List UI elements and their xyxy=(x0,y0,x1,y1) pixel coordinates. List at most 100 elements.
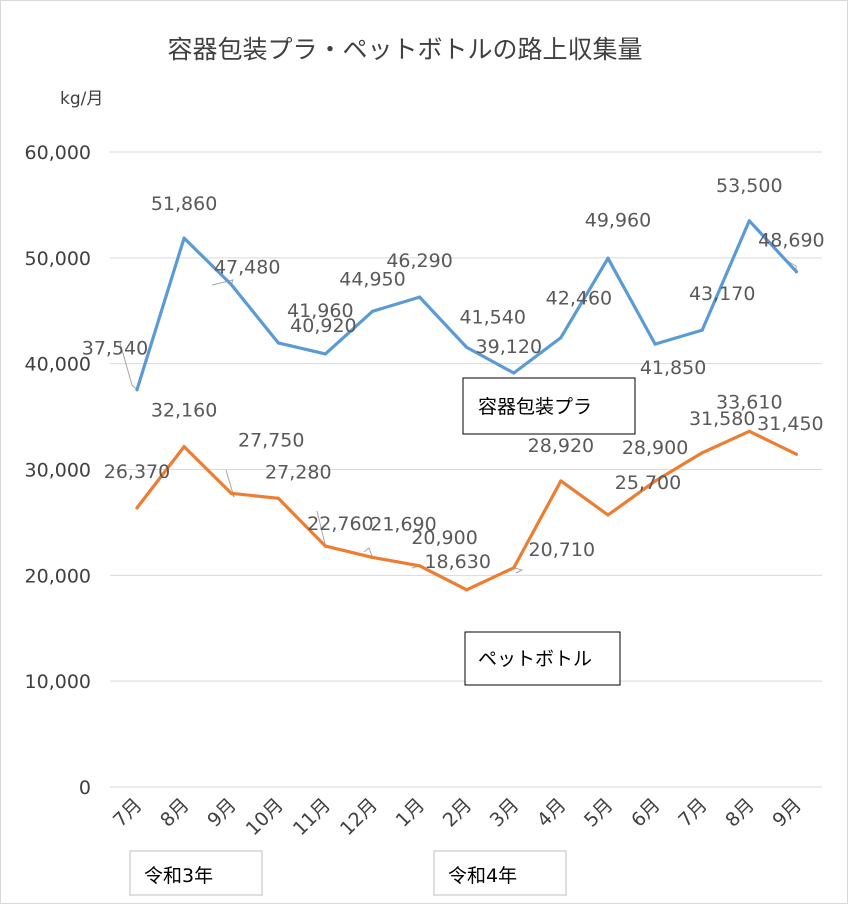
x-tick-label: 5月 xyxy=(580,794,618,832)
x-tick-label: 3月 xyxy=(486,794,524,832)
data-label: 40,920 xyxy=(290,315,356,337)
data-point xyxy=(135,506,139,510)
callout-box xyxy=(464,631,621,686)
data-label: 47,480 xyxy=(214,257,280,279)
data-point xyxy=(418,564,422,568)
data-label: 41,540 xyxy=(459,306,525,328)
x-tick-label: 12月 xyxy=(336,794,382,840)
era-box xyxy=(433,850,567,896)
data-point xyxy=(747,429,751,433)
data-label: 22,760 xyxy=(307,513,373,535)
x-tick-label: 9月 xyxy=(768,794,806,832)
callout-label-plastic: 容器包装プラ xyxy=(478,396,592,418)
x-tick-label: 1月 xyxy=(392,794,430,832)
label-leader xyxy=(119,342,138,391)
y-tick-label: 60,000 xyxy=(25,142,91,164)
y-tick-label: 30,000 xyxy=(25,460,91,482)
data-point xyxy=(182,236,186,240)
data-label: 31,580 xyxy=(689,408,755,430)
data-point xyxy=(370,309,375,313)
data-label: 32,160 xyxy=(151,400,217,422)
data-label: 53,500 xyxy=(716,175,782,197)
data-point xyxy=(606,513,610,517)
data-point xyxy=(512,566,516,570)
data-point xyxy=(606,256,610,260)
x-tick-label: 8月 xyxy=(721,794,759,832)
data-label: 27,750 xyxy=(238,429,304,451)
data-point xyxy=(418,295,422,299)
x-tick-label: 2月 xyxy=(439,794,477,832)
data-label: 25,700 xyxy=(615,472,681,494)
data-label: 43,170 xyxy=(689,283,755,305)
data-point xyxy=(794,270,799,274)
label-leader xyxy=(513,567,524,574)
data-label: 27,280 xyxy=(265,461,331,483)
data-label: 41,850 xyxy=(640,357,706,379)
series-callout-pet: ペットボトル xyxy=(464,631,621,686)
data-label: 20,900 xyxy=(411,527,477,549)
y-tick-label: 20,000 xyxy=(25,565,91,587)
data-point xyxy=(700,328,704,332)
y-tick-label: 0 xyxy=(79,777,91,799)
data-point xyxy=(700,451,704,455)
era-label-r4: 令和4年 xyxy=(448,865,517,887)
y-tick-label: 40,000 xyxy=(25,354,91,376)
data-label: 31,450 xyxy=(757,413,823,435)
era-box-r4: 令和4年 xyxy=(433,850,567,896)
data-label: 18,630 xyxy=(424,551,490,573)
x-tick-label: 9月 xyxy=(203,794,241,832)
x-tick-label: 11月 xyxy=(289,794,335,840)
callout-label-pet: ペットボトル xyxy=(478,648,592,670)
era-box xyxy=(129,850,263,896)
data-point xyxy=(512,371,516,375)
data-point xyxy=(465,588,469,592)
data-label: 28,900 xyxy=(622,437,688,459)
x-tick-label: 4月 xyxy=(533,794,571,832)
data-point xyxy=(182,445,186,449)
data-label: 51,860 xyxy=(151,193,217,215)
data-point xyxy=(559,479,563,483)
data-point xyxy=(747,219,751,223)
x-tick-label: 6月 xyxy=(627,794,665,832)
y-axis-ticks: 0 10,000 20,000 30,000 40,000 50,000 60,000 xyxy=(25,142,91,799)
x-tick-label: 8月 xyxy=(156,794,194,832)
chart-title: 容器包装プラ・ペットボトルの路上収集量 xyxy=(167,35,642,64)
data-point xyxy=(323,544,327,548)
x-tick-label: 10月 xyxy=(242,794,288,840)
data-label: 49,960 xyxy=(585,209,651,231)
y-tick-label: 10,000 xyxy=(25,671,91,693)
unit-label: kg/月 xyxy=(60,89,103,109)
data-label: 21,690 xyxy=(370,513,436,535)
data-label: 48,690 xyxy=(758,230,824,252)
data-label: 33,610 xyxy=(716,391,782,413)
data-point xyxy=(323,352,327,356)
x-tick-label: 7月 xyxy=(109,794,147,832)
x-axis-ticks: 7月 8月 9月 10月 11月 12月 1月 2月 3月 4月 5月 6月 7月 8月 9月 xyxy=(109,794,806,840)
data-point xyxy=(135,388,139,392)
callout-box xyxy=(462,377,636,435)
series-lines xyxy=(135,219,799,592)
era-label-r3: 令和3年 xyxy=(144,865,213,887)
data-point xyxy=(653,479,657,483)
data-point xyxy=(370,555,375,560)
y-tick-label: 50,000 xyxy=(25,248,91,270)
data-point xyxy=(276,341,280,345)
data-label: 44,950 xyxy=(339,268,405,290)
data-point xyxy=(229,282,233,287)
gridlines xyxy=(110,151,822,788)
data-label: 41,960 xyxy=(287,300,353,322)
era-box-r3: 令和3年 xyxy=(129,850,263,896)
data-point xyxy=(276,496,280,500)
data-label: 42,460 xyxy=(546,288,612,310)
data-label: 20,710 xyxy=(529,539,595,561)
data-point xyxy=(229,491,233,495)
x-tick-label: 7月 xyxy=(674,794,712,832)
data-label: 37,540 xyxy=(82,338,148,360)
data-label: 28,920 xyxy=(528,435,594,457)
label-leader xyxy=(363,547,373,558)
data-point xyxy=(653,342,657,346)
series-callout-plastic: 容器包装プラ xyxy=(462,377,636,435)
data-point xyxy=(559,336,563,340)
